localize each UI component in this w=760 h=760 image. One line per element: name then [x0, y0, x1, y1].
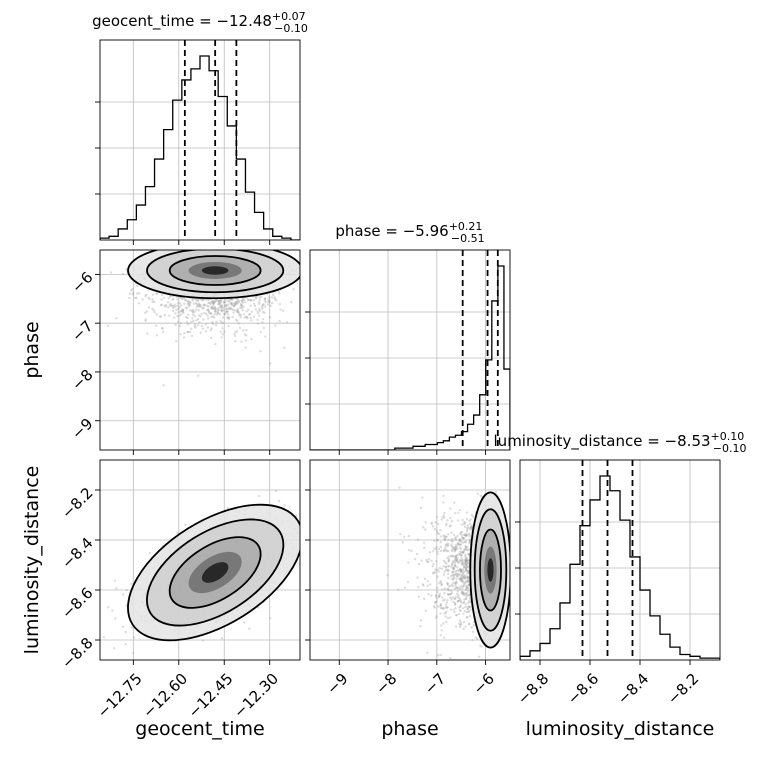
contour-2: [473, 508, 508, 632]
histogram-panel-phase: phase = −5.96+0.21 −0.51: [305, 220, 511, 455]
panel-frame: [99, 39, 301, 241]
x-axis-label-luminosity_distance: luminosity_distance: [526, 718, 715, 740]
scatter-panel-geocent_time-phase: [95, 249, 301, 455]
y-axis-label-luminosity_distance: luminosity_distance: [21, 466, 43, 655]
y-tick-label: −7: [68, 317, 96, 345]
histogram-step-luminosity_distance: [520, 475, 720, 660]
histogram-panel-luminosity_distance: luminosity_distance = −8.53+0.10 −0.10: [494, 430, 747, 665]
x-tick-label: −6: [470, 670, 498, 698]
histogram-title-phase: phase = −5.96+0.21 −0.51: [335, 220, 484, 245]
x-tick-label: −8: [372, 670, 400, 698]
histogram-step-geocent_time: [100, 55, 300, 240]
y-tick-label: −8.6: [58, 584, 96, 622]
y-tick-label: −8.2: [58, 484, 96, 522]
x-tick-label: −12.60: [139, 670, 191, 722]
x-tick-label: −9: [323, 670, 351, 698]
scatter-panel-geocent_time-luminosity_distance: [95, 459, 301, 665]
y-tick-label: −8.8: [58, 634, 96, 672]
x-tick-label: −8.8: [514, 670, 552, 708]
y-tick-label: −9: [68, 415, 96, 443]
panel-frame: [309, 459, 511, 661]
contour-3: [168, 255, 262, 286]
y-axis-label-phase: phase: [21, 321, 43, 378]
density-fill: [127, 504, 300, 641]
x-tick-label: −8.2: [664, 670, 702, 708]
x-tick-label: −12.30: [230, 670, 282, 722]
x-tick-label: −7: [421, 670, 449, 698]
panel-frame: [309, 249, 511, 451]
x-tick-label: −12.45: [185, 670, 237, 722]
x-tick-label: −8.4: [614, 670, 652, 708]
x-axis-label-geocent_time: geocent_time: [135, 718, 264, 740]
histogram-title-geocent_time: geocent_time = −12.48+0.07 −0.10: [92, 10, 308, 35]
contour-1: [127, 250, 300, 300]
y-tick-label: −8.4: [58, 534, 96, 572]
x-tick-label: −8.6: [564, 670, 602, 708]
contour-1: [469, 491, 510, 649]
panel-frame: [519, 459, 721, 661]
histogram-step-phase: [310, 265, 510, 450]
histogram-title-luminosity_distance: luminosity_distance = −8.53+0.10 −0.10: [494, 430, 747, 455]
scatter-panel-phase-luminosity_distance: [305, 459, 511, 665]
contour-1: [127, 503, 300, 642]
panel-frame: [99, 459, 301, 661]
contour-2: [146, 250, 285, 294]
y-tick-label: −8: [68, 366, 96, 394]
panel-frame: [99, 249, 301, 451]
histogram-panel-geocent_time: geocent_time = −12.48+0.07 −0.10: [92, 10, 308, 245]
x-tick-label: −12.75: [94, 670, 146, 722]
x-axis-label-phase: phase: [381, 718, 438, 740]
y-tick-label: −6: [68, 268, 96, 296]
contour-3: [479, 528, 502, 612]
contour-3: [168, 536, 262, 609]
contour-2: [146, 518, 285, 627]
